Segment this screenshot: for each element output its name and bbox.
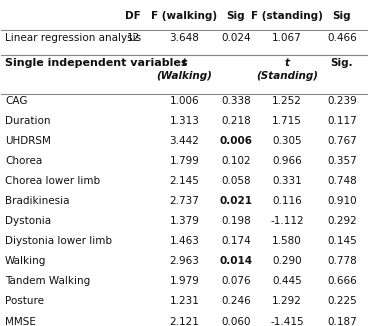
Text: MMSE: MMSE — [5, 317, 36, 326]
Text: Diystonia lower limb: Diystonia lower limb — [5, 236, 112, 246]
Text: 0.305: 0.305 — [272, 136, 302, 146]
Text: -1.415: -1.415 — [270, 317, 304, 326]
Text: Duration: Duration — [5, 116, 51, 126]
Text: Bradikinesia: Bradikinesia — [5, 196, 69, 206]
Text: 1.231: 1.231 — [170, 296, 199, 306]
Text: 0.174: 0.174 — [221, 236, 251, 246]
Text: DF: DF — [125, 10, 141, 21]
Text: 0.014: 0.014 — [219, 256, 252, 266]
Text: Sig: Sig — [333, 10, 351, 21]
Text: Dystonia: Dystonia — [5, 216, 51, 226]
Text: 2.963: 2.963 — [170, 256, 199, 266]
Text: 2.737: 2.737 — [170, 196, 199, 206]
Text: 0.116: 0.116 — [272, 196, 302, 206]
Text: Chorea lower limb: Chorea lower limb — [5, 176, 100, 186]
Text: 0.778: 0.778 — [327, 256, 357, 266]
Text: 0.966: 0.966 — [272, 156, 302, 166]
Text: 1.006: 1.006 — [170, 96, 199, 106]
Text: 0.102: 0.102 — [221, 156, 251, 166]
Text: 1.313: 1.313 — [170, 116, 199, 126]
Text: 3.648: 3.648 — [170, 33, 199, 43]
Text: 0.006: 0.006 — [219, 136, 252, 146]
Text: 0.338: 0.338 — [221, 96, 251, 106]
Text: 0.910: 0.910 — [327, 196, 357, 206]
Text: 0.117: 0.117 — [327, 116, 357, 126]
Text: 0.058: 0.058 — [221, 176, 251, 186]
Text: 1.799: 1.799 — [170, 156, 199, 166]
Text: 0.357: 0.357 — [327, 156, 357, 166]
Text: 1.252: 1.252 — [272, 96, 302, 106]
Text: 0.767: 0.767 — [327, 136, 357, 146]
Text: 0.331: 0.331 — [272, 176, 302, 186]
Text: 1.067: 1.067 — [272, 33, 302, 43]
Text: -1.112: -1.112 — [270, 216, 304, 226]
Text: 0.021: 0.021 — [219, 196, 252, 206]
Text: 1.979: 1.979 — [170, 276, 199, 286]
Text: Sig.: Sig. — [331, 58, 353, 68]
Text: 0.187: 0.187 — [327, 317, 357, 326]
Text: 0.024: 0.024 — [221, 33, 251, 43]
Text: 0.198: 0.198 — [221, 216, 251, 226]
Text: Single independent variables: Single independent variables — [5, 58, 187, 68]
Text: UHDRSM: UHDRSM — [5, 136, 51, 146]
Text: Sig: Sig — [227, 10, 245, 21]
Text: 0.246: 0.246 — [221, 296, 251, 306]
Text: 2.121: 2.121 — [170, 317, 199, 326]
Text: 0.292: 0.292 — [327, 216, 357, 226]
Text: 3.442: 3.442 — [170, 136, 199, 146]
Text: 0.218: 0.218 — [221, 116, 251, 126]
Text: t
(Standing): t (Standing) — [256, 58, 318, 81]
Text: t
(Walking): t (Walking) — [156, 58, 213, 81]
Text: 1.292: 1.292 — [272, 296, 302, 306]
Text: 0.145: 0.145 — [327, 236, 357, 246]
Text: CAG: CAG — [5, 96, 28, 106]
Text: 0.748: 0.748 — [327, 176, 357, 186]
Text: 0.076: 0.076 — [221, 276, 251, 286]
Text: Walking: Walking — [5, 256, 46, 266]
Text: Posture: Posture — [5, 296, 44, 306]
Text: Tandem Walking: Tandem Walking — [5, 276, 90, 286]
Text: F (standing): F (standing) — [251, 10, 323, 21]
Text: 1.379: 1.379 — [170, 216, 199, 226]
Text: 1.463: 1.463 — [170, 236, 199, 246]
Text: 0.666: 0.666 — [327, 276, 357, 286]
Text: 0.466: 0.466 — [327, 33, 357, 43]
Text: 0.290: 0.290 — [272, 256, 302, 266]
Text: 1.580: 1.580 — [272, 236, 302, 246]
Text: Linear regression analysis: Linear regression analysis — [5, 33, 141, 43]
Text: 0.239: 0.239 — [327, 96, 357, 106]
Text: 2.145: 2.145 — [170, 176, 199, 186]
Text: 0.225: 0.225 — [327, 296, 357, 306]
Text: Chorea: Chorea — [5, 156, 42, 166]
Text: 1.715: 1.715 — [272, 116, 302, 126]
Text: 12: 12 — [127, 33, 140, 43]
Text: F (walking): F (walking) — [151, 10, 218, 21]
Text: 0.445: 0.445 — [272, 276, 302, 286]
Text: 0.060: 0.060 — [221, 317, 251, 326]
